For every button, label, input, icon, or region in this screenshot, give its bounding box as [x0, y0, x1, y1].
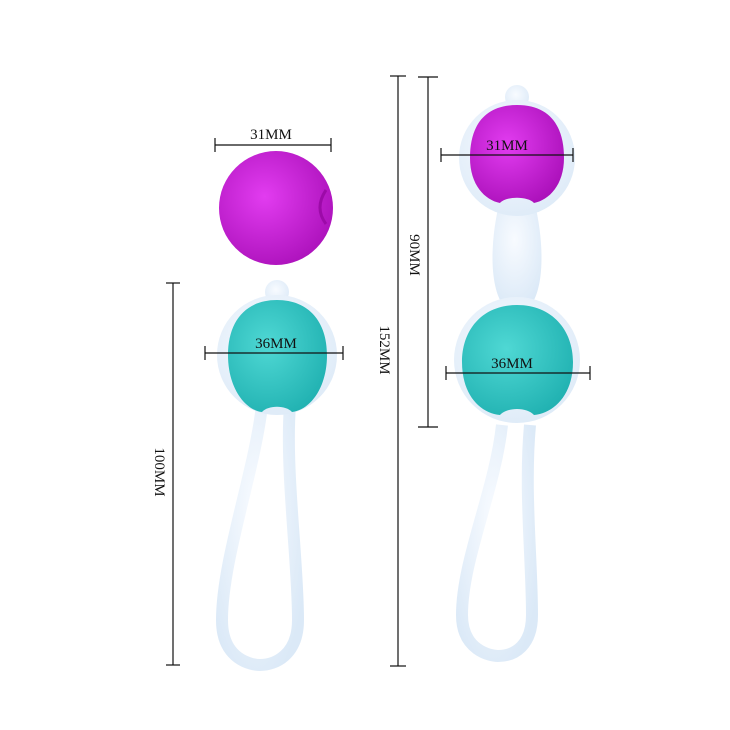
dimension-single-set-ball-diameter: 36MM — [204, 336, 344, 360]
single-set-length-label: 100MM — [151, 447, 167, 496]
double-top-ball-diameter-label: 31MM — [486, 138, 528, 154]
dimension-double-balls-length: 90MM — [406, 76, 438, 428]
dimension-double-bottom-ball-diameter: 36MM — [445, 356, 591, 380]
double-bottom-ball-diameter-label: 36MM — [491, 356, 533, 372]
double-ball-set — [454, 85, 580, 663]
dimension-single-ball-diameter: 31MM — [214, 127, 332, 152]
single-ball-diameter-label: 31MM — [250, 127, 292, 143]
dimension-double-top-ball-diameter: 31MM — [440, 138, 574, 162]
dimension-single-set-length: 100MM — [151, 282, 180, 666]
double-balls-length-label: 90MM — [406, 234, 422, 276]
single-purple-ball — [219, 151, 333, 265]
dimension-double-total-length: 152MM — [376, 75, 406, 667]
single-set-ball-diameter-label: 36MM — [255, 336, 297, 352]
double-total-length-label: 152MM — [376, 325, 392, 374]
single-ball-set — [215, 280, 337, 672]
